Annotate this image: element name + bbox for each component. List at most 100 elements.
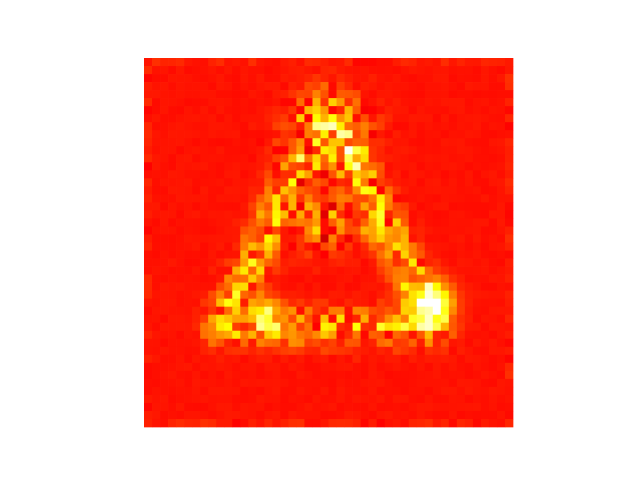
heatmap-cell	[448, 226, 458, 235]
heatmap-cell	[416, 210, 426, 219]
heatmap-cell	[344, 114, 353, 123]
heatmap-cell	[392, 162, 402, 171]
heatmap-cell	[456, 346, 466, 356]
heatmap-cell	[400, 362, 410, 372]
heatmap-cell	[368, 386, 377, 396]
heatmap-cell	[448, 114, 458, 123]
heatmap-cell	[408, 114, 418, 123]
heatmap-cell	[152, 58, 161, 67]
heatmap-cell	[272, 378, 281, 388]
heatmap-cell	[328, 82, 337, 91]
heatmap-cell	[208, 298, 217, 308]
heatmap-cell	[264, 82, 273, 91]
heatmap-cell	[328, 362, 337, 372]
heatmap-cell	[248, 274, 257, 283]
heatmap-cell	[424, 90, 434, 99]
heatmap-cell	[320, 402, 329, 412]
heatmap-cell	[488, 162, 498, 171]
heatmap-cell	[408, 290, 418, 299]
heatmap-cell	[504, 186, 514, 195]
heatmap-cell	[392, 258, 402, 267]
heatmap-cell	[160, 394, 169, 404]
heatmap-cell	[384, 282, 394, 291]
heatmap-cell	[192, 66, 201, 75]
heatmap-cell	[504, 402, 514, 412]
heatmap-cell	[176, 210, 185, 219]
heatmap-cell	[504, 82, 514, 91]
heatmap-cell	[160, 314, 169, 324]
heatmap-cell	[272, 194, 281, 203]
heatmap-cell	[168, 282, 177, 291]
heatmap-cell	[336, 234, 345, 243]
heatmap-cell	[456, 138, 466, 147]
heatmap-cell	[384, 130, 394, 139]
heatmap-cell	[432, 218, 442, 227]
heatmap-cell	[256, 378, 265, 388]
heatmap-cell	[280, 114, 289, 123]
heatmap-cell	[488, 234, 498, 243]
heatmap-cell	[328, 394, 337, 404]
heatmap-cell	[424, 346, 434, 356]
heatmap-cell	[280, 346, 289, 356]
heatmap-cell	[344, 258, 353, 267]
heatmap-cell	[504, 330, 514, 340]
heatmap-cell	[176, 178, 185, 187]
heatmap-cell	[304, 330, 313, 340]
heatmap-cell	[192, 226, 201, 235]
heatmap-cell	[232, 346, 241, 356]
heatmap-cell	[400, 186, 410, 195]
heatmap-cell	[312, 178, 321, 187]
heatmap-cell	[456, 114, 466, 123]
heatmap-cell	[144, 178, 153, 187]
heatmap-cell	[496, 322, 506, 332]
heatmap-cell	[456, 250, 466, 259]
heatmap-cell	[488, 362, 498, 372]
heatmap-cell	[248, 138, 257, 147]
heatmap-cell	[208, 282, 217, 291]
heatmap-cell	[400, 74, 410, 83]
heatmap-cell	[408, 298, 418, 308]
heatmap-cell	[224, 146, 233, 155]
heatmap-cell	[288, 322, 297, 332]
heatmap-cell	[192, 210, 201, 219]
heatmap-cell	[392, 330, 402, 340]
heatmap-cell	[408, 370, 418, 380]
heatmap-cell	[392, 58, 402, 67]
heatmap-cell	[200, 170, 209, 179]
heatmap-cell	[408, 234, 418, 243]
heatmap-cell	[160, 298, 169, 308]
heatmap-cell	[488, 250, 498, 259]
heatmap-cell	[408, 418, 418, 428]
heatmap-cell	[232, 66, 241, 75]
heatmap-cell	[280, 370, 289, 380]
heatmap-cell	[328, 186, 337, 195]
heatmap-cell	[264, 122, 273, 131]
heatmap-cell	[216, 218, 225, 227]
heatmap-cell	[456, 58, 466, 67]
heatmap-cell	[336, 114, 345, 123]
heatmap-cell	[376, 394, 385, 404]
heatmap-cell	[408, 82, 418, 91]
heatmap-cell	[184, 210, 193, 219]
heatmap-cell	[480, 210, 490, 219]
heatmap-cell	[320, 194, 329, 203]
heatmap-cell	[416, 98, 426, 107]
heatmap-cell	[232, 98, 241, 107]
heatmap-cell	[312, 114, 321, 123]
heatmap-cell	[408, 282, 418, 291]
heatmap-cell	[384, 226, 394, 235]
heatmap-cell	[392, 266, 402, 275]
heatmap-cell	[168, 130, 177, 139]
heatmap-cell	[232, 138, 241, 147]
heatmap-cell	[336, 210, 345, 219]
heatmap-cell	[472, 250, 482, 259]
heatmap-cell	[408, 242, 418, 251]
heatmap-cell	[232, 258, 241, 267]
heatmap-cell	[152, 266, 161, 275]
heatmap-cell	[424, 202, 434, 211]
heatmap-cell	[504, 370, 514, 380]
heatmap-cell	[488, 186, 498, 195]
heatmap-cell	[448, 386, 458, 396]
heatmap-cell	[144, 306, 153, 316]
heatmap-cell	[432, 186, 442, 195]
